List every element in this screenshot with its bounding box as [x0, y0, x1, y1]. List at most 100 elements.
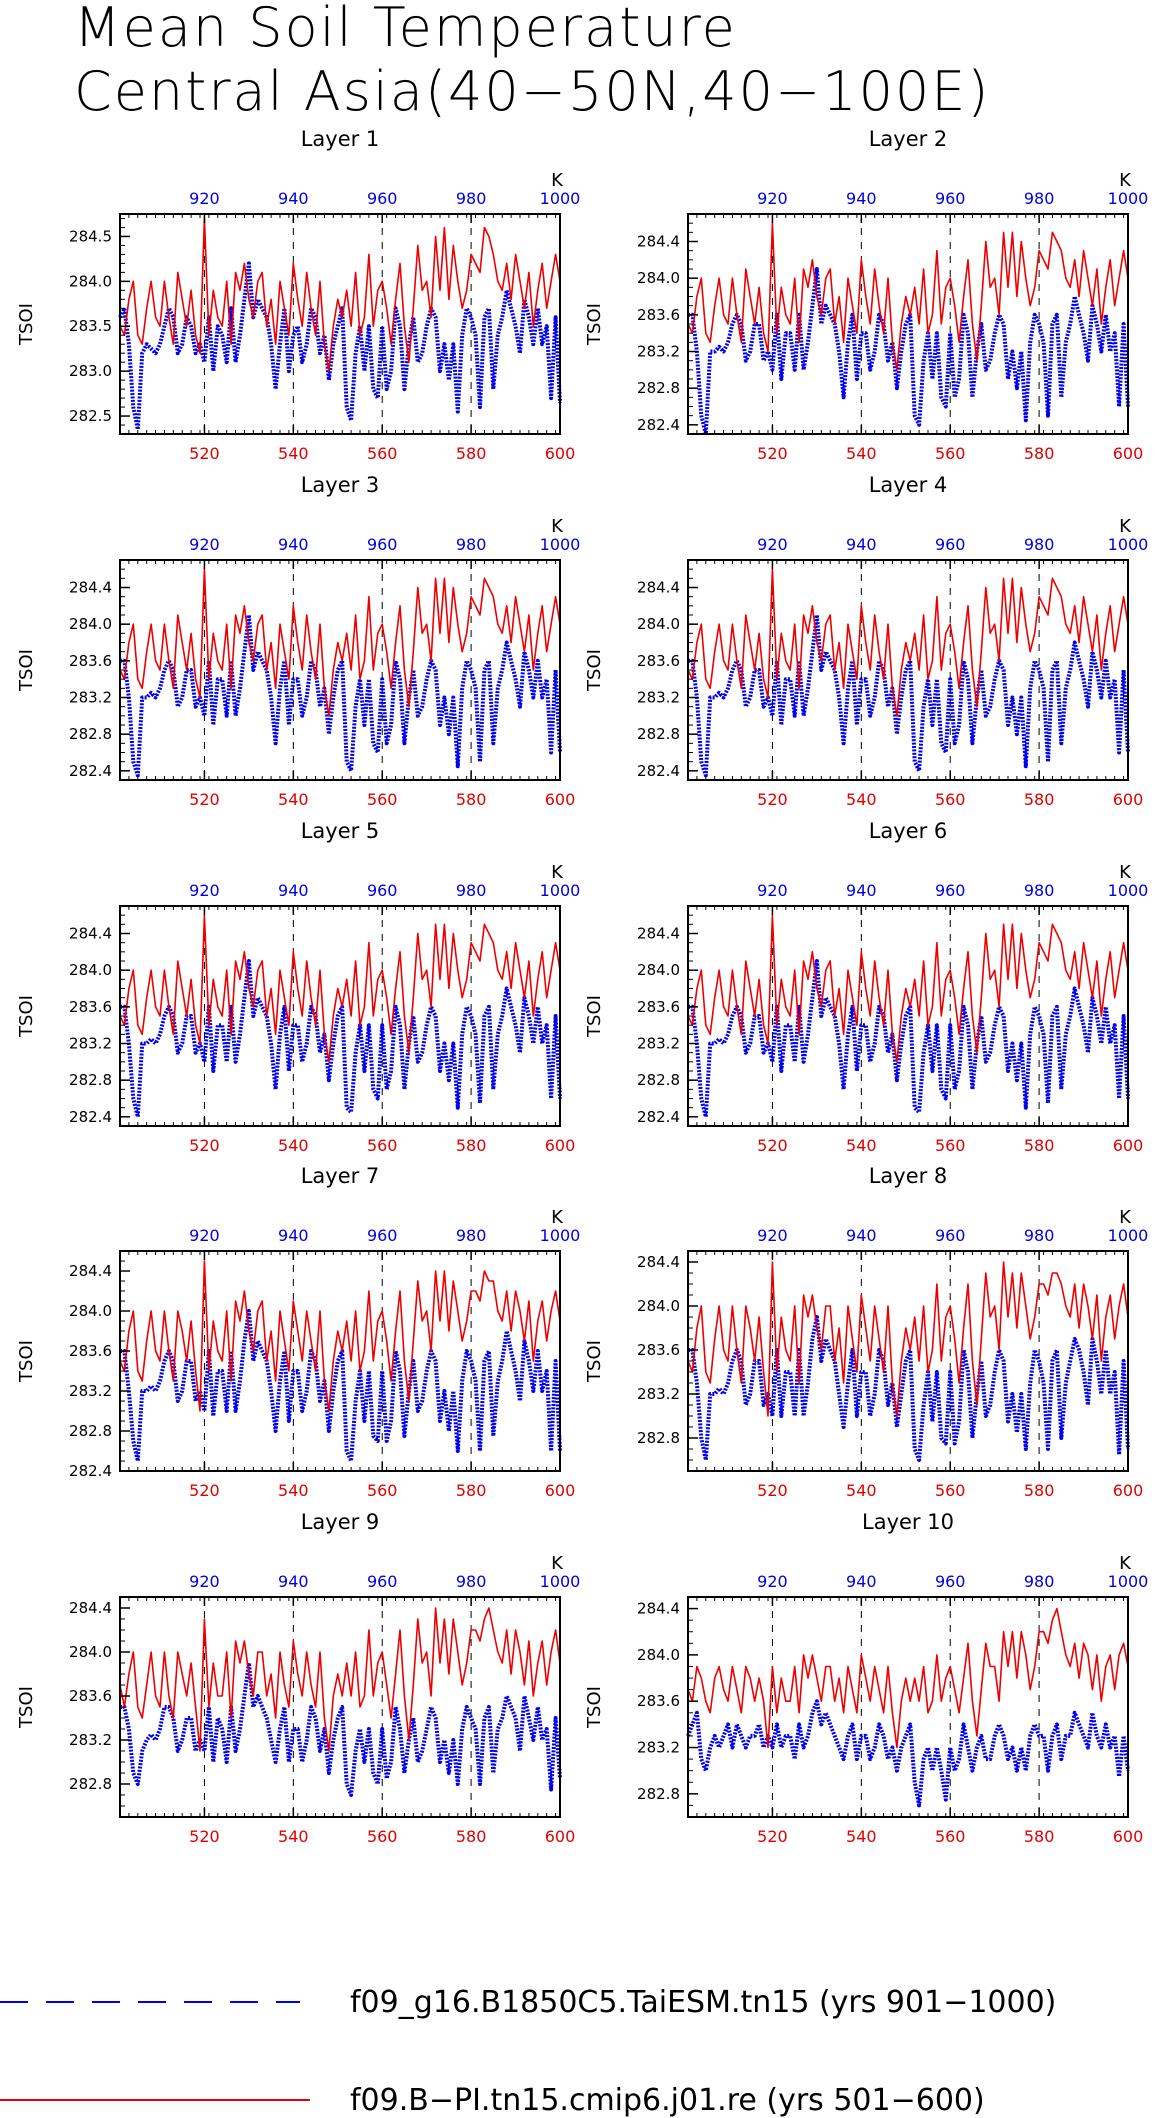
- y-tick-label: 283.2: [69, 1382, 112, 1400]
- panel-title: Layer 2: [869, 127, 948, 151]
- x-top-tick-label: 920: [189, 189, 220, 208]
- x-bottom-tick-label: 600: [545, 1136, 576, 1155]
- y-tick-label: 284.4: [69, 1599, 112, 1617]
- x-top-tick-label: 940: [846, 189, 877, 208]
- x-bottom-tick-label: 580: [1024, 1481, 1055, 1500]
- x-top-tick-label: 920: [757, 189, 788, 208]
- x-bottom-tick-label: 600: [545, 790, 576, 809]
- x-top-tick-label: 1000: [540, 1572, 581, 1591]
- x-bottom-tick-label: 520: [189, 1481, 220, 1500]
- y-tick-label: 284.4: [637, 1600, 680, 1618]
- x-top-tick-label: 940: [846, 535, 877, 554]
- x-bottom-tick-label: 600: [1113, 1481, 1144, 1500]
- x-top-tick-label: 980: [456, 1226, 487, 1245]
- y-tick-label: 284.0: [69, 272, 112, 290]
- y-tick-label: 284.4: [637, 1253, 680, 1271]
- panel-title: Layer 8: [869, 1164, 948, 1188]
- y-tick-label: 283.6: [69, 998, 112, 1016]
- x-bottom-tick-label: 560: [367, 444, 398, 463]
- panel-title: Layer 9: [301, 1510, 380, 1534]
- y-tick-label: 284.0: [69, 1643, 112, 1661]
- x-bottom-tick-label: 580: [1024, 1827, 1055, 1846]
- panel-title: Layer 1: [301, 127, 380, 151]
- y-tick-label: 283.6: [637, 1692, 680, 1710]
- x-top-tick-label: 960: [935, 881, 966, 900]
- x-top-unit-label: K: [551, 170, 564, 191]
- x-top-tick-label: 920: [757, 535, 788, 554]
- y-tick-label: 283.2: [69, 1731, 112, 1749]
- y-axis-label: TSOI: [16, 303, 37, 346]
- x-bottom-tick-label: 560: [935, 790, 966, 809]
- y-tick-label: 284.4: [637, 233, 680, 251]
- series-blue-line: [120, 613, 562, 778]
- y-tick-label: 283.5: [69, 317, 112, 335]
- series-blue-line: [120, 1661, 562, 1797]
- x-top-tick-label: 960: [367, 881, 398, 900]
- y-tick-label: 283.6: [637, 306, 680, 324]
- x-top-tick-label: 980: [456, 535, 487, 554]
- series-blue-line: [118, 261, 562, 432]
- x-bottom-tick-label: 520: [757, 1827, 788, 1846]
- x-bottom-tick-label: 540: [846, 790, 877, 809]
- x-bottom-tick-label: 560: [367, 1827, 398, 1846]
- x-top-unit-label: K: [551, 1207, 564, 1228]
- x-bottom-tick-label: 600: [1113, 1136, 1144, 1155]
- x-top-tick-label: 960: [935, 189, 966, 208]
- y-tick-label: 283.6: [69, 652, 112, 670]
- series-red-line: [687, 222, 1129, 371]
- series-red-line: [687, 914, 1129, 1063]
- y-tick-label: 283.6: [69, 1687, 112, 1705]
- x-top-tick-label: 980: [456, 881, 487, 900]
- y-tick-label: 283.6: [637, 998, 680, 1016]
- x-bottom-tick-label: 520: [757, 790, 788, 809]
- series-blue-line: [688, 613, 1130, 778]
- x-bottom-tick-label: 600: [1113, 444, 1144, 463]
- title-line-2: Central Asia(40−50N,40−100E): [74, 60, 990, 123]
- x-bottom-tick-label: 520: [189, 790, 220, 809]
- x-top-tick-label: 980: [456, 189, 487, 208]
- x-top-tick-label: 980: [1024, 881, 1055, 900]
- x-bottom-tick-label: 540: [846, 1136, 877, 1155]
- y-tick-label: 283.6: [637, 652, 680, 670]
- x-bottom-tick-label: 520: [189, 1827, 220, 1846]
- x-bottom-tick-label: 600: [1113, 1827, 1144, 1846]
- y-tick-label: 282.8: [69, 1775, 112, 1793]
- x-bottom-tick-label: 560: [935, 1827, 966, 1846]
- y-tick-label: 284.0: [637, 1297, 680, 1315]
- x-top-tick-label: 980: [1024, 189, 1055, 208]
- x-top-tick-label: 960: [367, 535, 398, 554]
- x-bottom-tick-label: 580: [1024, 444, 1055, 463]
- legend: f09_g16.B1850C5.TaiESM.tn15 (yrs 901−100…: [0, 1985, 1056, 2118]
- y-tick-label: 284.5: [69, 227, 112, 245]
- plot-frame: [687, 1596, 1129, 1818]
- x-bottom-tick-label: 540: [278, 790, 309, 809]
- x-bottom-tick-label: 560: [935, 444, 966, 463]
- y-axis-label: TSOI: [584, 1340, 605, 1383]
- y-tick-label: 284.0: [637, 1646, 680, 1664]
- panel-title: Layer 10: [862, 1510, 954, 1534]
- x-bottom-tick-label: 520: [757, 1481, 788, 1500]
- x-top-tick-label: 940: [278, 1226, 309, 1245]
- y-tick-label: 282.4: [69, 1462, 112, 1480]
- y-tick-label: 282.8: [637, 379, 680, 397]
- y-axis-label: TSOI: [16, 649, 37, 692]
- x-bottom-tick-label: 560: [367, 1481, 398, 1500]
- y-tick-label: 282.8: [637, 1429, 680, 1447]
- x-top-tick-label: 960: [935, 1572, 966, 1591]
- x-top-tick-label: 1000: [540, 1226, 581, 1245]
- plot-frame: [119, 213, 561, 435]
- y-tick-label: 282.4: [637, 1108, 680, 1126]
- panel-title: Layer 4: [869, 473, 948, 497]
- y-tick-label: 284.0: [69, 1302, 112, 1320]
- y-tick-label: 283.2: [637, 1739, 680, 1757]
- panel-title: Layer 6: [869, 819, 948, 843]
- x-top-tick-label: 980: [1024, 1572, 1055, 1591]
- x-bottom-tick-label: 600: [1113, 790, 1144, 809]
- y-tick-label: 284.0: [69, 961, 112, 979]
- x-bottom-tick-label: 600: [545, 1481, 576, 1500]
- y-tick-label: 282.5: [69, 407, 112, 425]
